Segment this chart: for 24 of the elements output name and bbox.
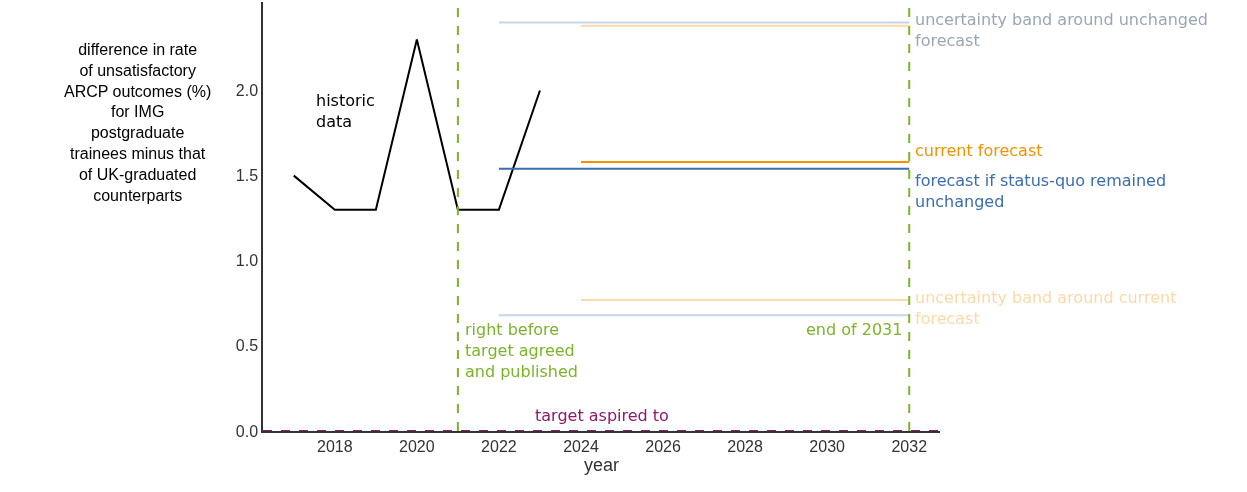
y-tick-label: 2.0 <box>235 82 259 100</box>
x-tick-label: 2020 <box>399 437 435 455</box>
series-label: current forecast <box>915 141 1043 160</box>
y-tick-label: 1.0 <box>235 252 259 270</box>
x-tick-label: 2030 <box>809 437 846 455</box>
series-label: historic data <box>316 91 375 131</box>
x-tick-label: 2032 <box>891 437 928 455</box>
x-tick-label: 2024 <box>563 437 599 455</box>
x-tick-label: 2026 <box>645 437 681 455</box>
line-series <box>292 38 541 211</box>
x-tick-label: 2028 <box>727 437 764 455</box>
y-axis-title: difference in rate of unsatisfactory ARCP outcomes (%) for IMG postgraduate trainees minus that of UK-graduated counterparts <box>64 41 212 204</box>
series-label: uncertainty band around unchanged forecast <box>915 10 1208 50</box>
y-tick-label: 1.5 <box>235 167 259 185</box>
series-label: uncertainty band around current forecast <box>915 288 1177 328</box>
ref-line-label: end of 2031 <box>806 320 903 339</box>
ref-line-label: target aspired to <box>535 406 669 425</box>
y-tick-label: 0.5 <box>235 337 259 355</box>
series-label: forecast if status-quo remained unchanged <box>915 171 1167 211</box>
y-tick-label: 0.0 <box>235 422 259 440</box>
x-tick-label: 2018 <box>317 437 353 455</box>
x-axis-title: year <box>583 454 620 475</box>
x-tick-label: 2022 <box>481 437 517 455</box>
ref-line-label: right before target agreed and published <box>465 320 579 381</box>
